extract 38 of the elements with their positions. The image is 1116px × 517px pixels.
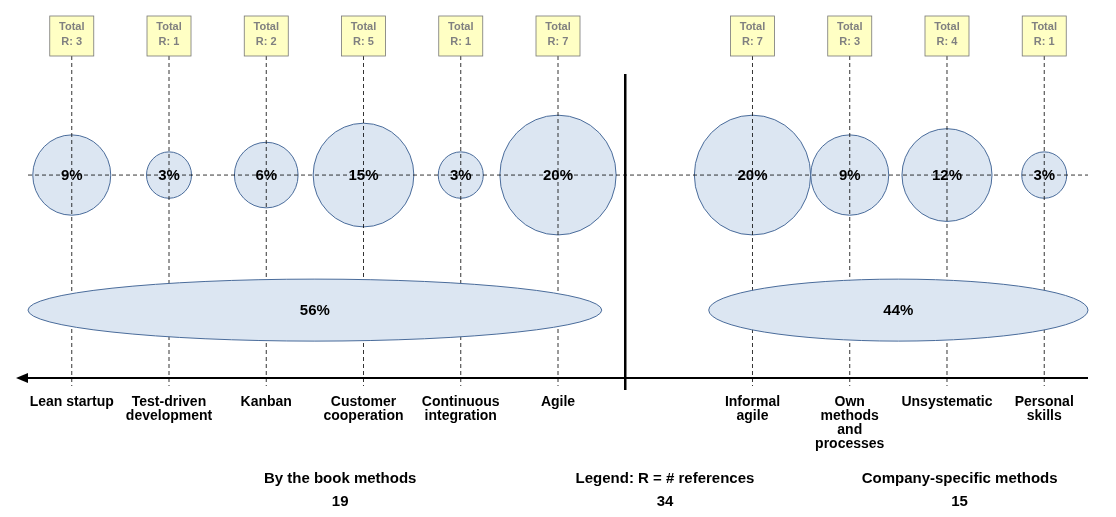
category-label: Personal skills xyxy=(1014,392,1074,423)
category-label: Continuous integration xyxy=(421,392,500,423)
category-label: Kanban xyxy=(240,392,292,409)
category-label: Customer cooperation xyxy=(323,392,404,423)
text: Total R: 1 xyxy=(448,19,474,47)
data-label: 3% xyxy=(449,166,472,184)
text: Total R: 7 xyxy=(739,19,766,47)
text: Total R: 7 xyxy=(545,19,571,47)
category-label: Informal agile xyxy=(724,392,781,423)
text: Total R: 3 xyxy=(837,19,863,47)
category-label: Agile xyxy=(540,392,576,409)
text: 15 xyxy=(951,492,968,509)
data-label: 9% xyxy=(60,166,83,184)
text: Total R: 5 xyxy=(350,19,377,47)
data-label: 3% xyxy=(1033,166,1056,184)
category-label: Lean startup xyxy=(29,392,114,409)
data-label: 6% xyxy=(255,166,278,184)
text: Total R: 4 xyxy=(934,19,960,47)
category-label: Own methods and processes xyxy=(815,392,885,451)
text: Company-specific methods xyxy=(861,469,1058,486)
text: 34 xyxy=(656,492,674,509)
category-label: Unsystematic xyxy=(901,392,993,409)
data-label: 20% xyxy=(542,166,574,184)
data-label: 3% xyxy=(158,166,180,184)
text: Legend: R = # references xyxy=(575,469,755,486)
text: Total R: 1 xyxy=(1031,19,1057,47)
text: Total R: 2 xyxy=(253,19,279,47)
data-label: 12% xyxy=(931,166,963,184)
text: 44% xyxy=(883,301,914,319)
category-label: Test-driven development xyxy=(125,392,213,423)
data-label: 9% xyxy=(838,166,861,184)
data-label: 20% xyxy=(737,166,768,184)
text: By the book methods xyxy=(263,469,417,486)
text: Total R: 3 xyxy=(59,19,85,47)
text: 19 xyxy=(331,492,349,509)
data-label: 15% xyxy=(348,166,379,184)
text: 56% xyxy=(299,301,330,319)
text: Total R: 1 xyxy=(156,19,182,47)
